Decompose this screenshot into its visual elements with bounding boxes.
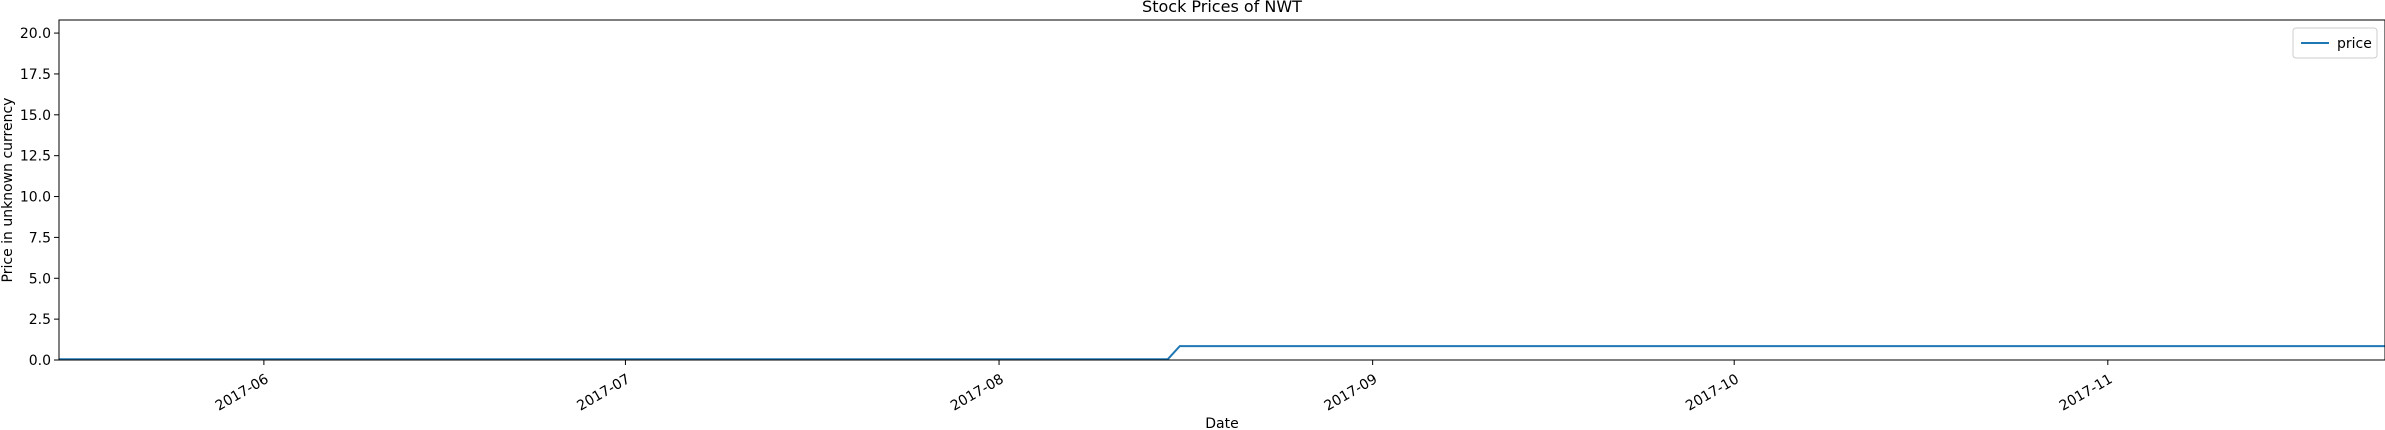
series-line-price — [59, 345, 2385, 361]
x-tick-label: 2017-09 — [1322, 371, 1381, 414]
y-axis-label: Price in unknown currency — [0, 98, 16, 283]
legend-label-price: price — [2337, 36, 2372, 52]
y-tick-label: 0.0 — [29, 353, 51, 369]
y-tick-label: 2.5 — [29, 312, 51, 328]
y-tick-label: 10.0 — [20, 190, 51, 206]
x-axis-label: Date — [1205, 416, 1238, 430]
legend: price — [2292, 27, 2378, 59]
x-tick-label: 2017-06 — [213, 371, 272, 414]
y-tick-label: 17.5 — [20, 67, 51, 83]
y-tick-label: 20.0 — [20, 26, 51, 42]
x-tick-label: 2017-07 — [574, 371, 633, 414]
x-tick-label: 2017-08 — [948, 371, 1007, 414]
x-tick-label: 2017-10 — [1683, 371, 1742, 414]
series-lines — [59, 345, 2385, 361]
plot-area-frame — [58, 19, 2385, 361]
y-tick-label: 7.5 — [29, 230, 51, 246]
legend-box — [2292, 27, 2378, 59]
y-tick-label: 5.0 — [29, 271, 51, 287]
y-axis-ticks: 0.0 2.5 5.0 7.5 10.0 12.5 15.0 17.5 20.0 — [20, 26, 59, 369]
y-tick-label: 15.0 — [20, 108, 51, 124]
chart-title: Stock Prices of NWT — [1142, 0, 1302, 16]
x-tick-label: 2017-11 — [2057, 371, 2116, 414]
y-tick-label: 12.5 — [20, 149, 51, 165]
x-axis-ticks: 2017-06 2017-07 2017-08 2017-09 2017-10 2017-… — [213, 360, 2116, 414]
